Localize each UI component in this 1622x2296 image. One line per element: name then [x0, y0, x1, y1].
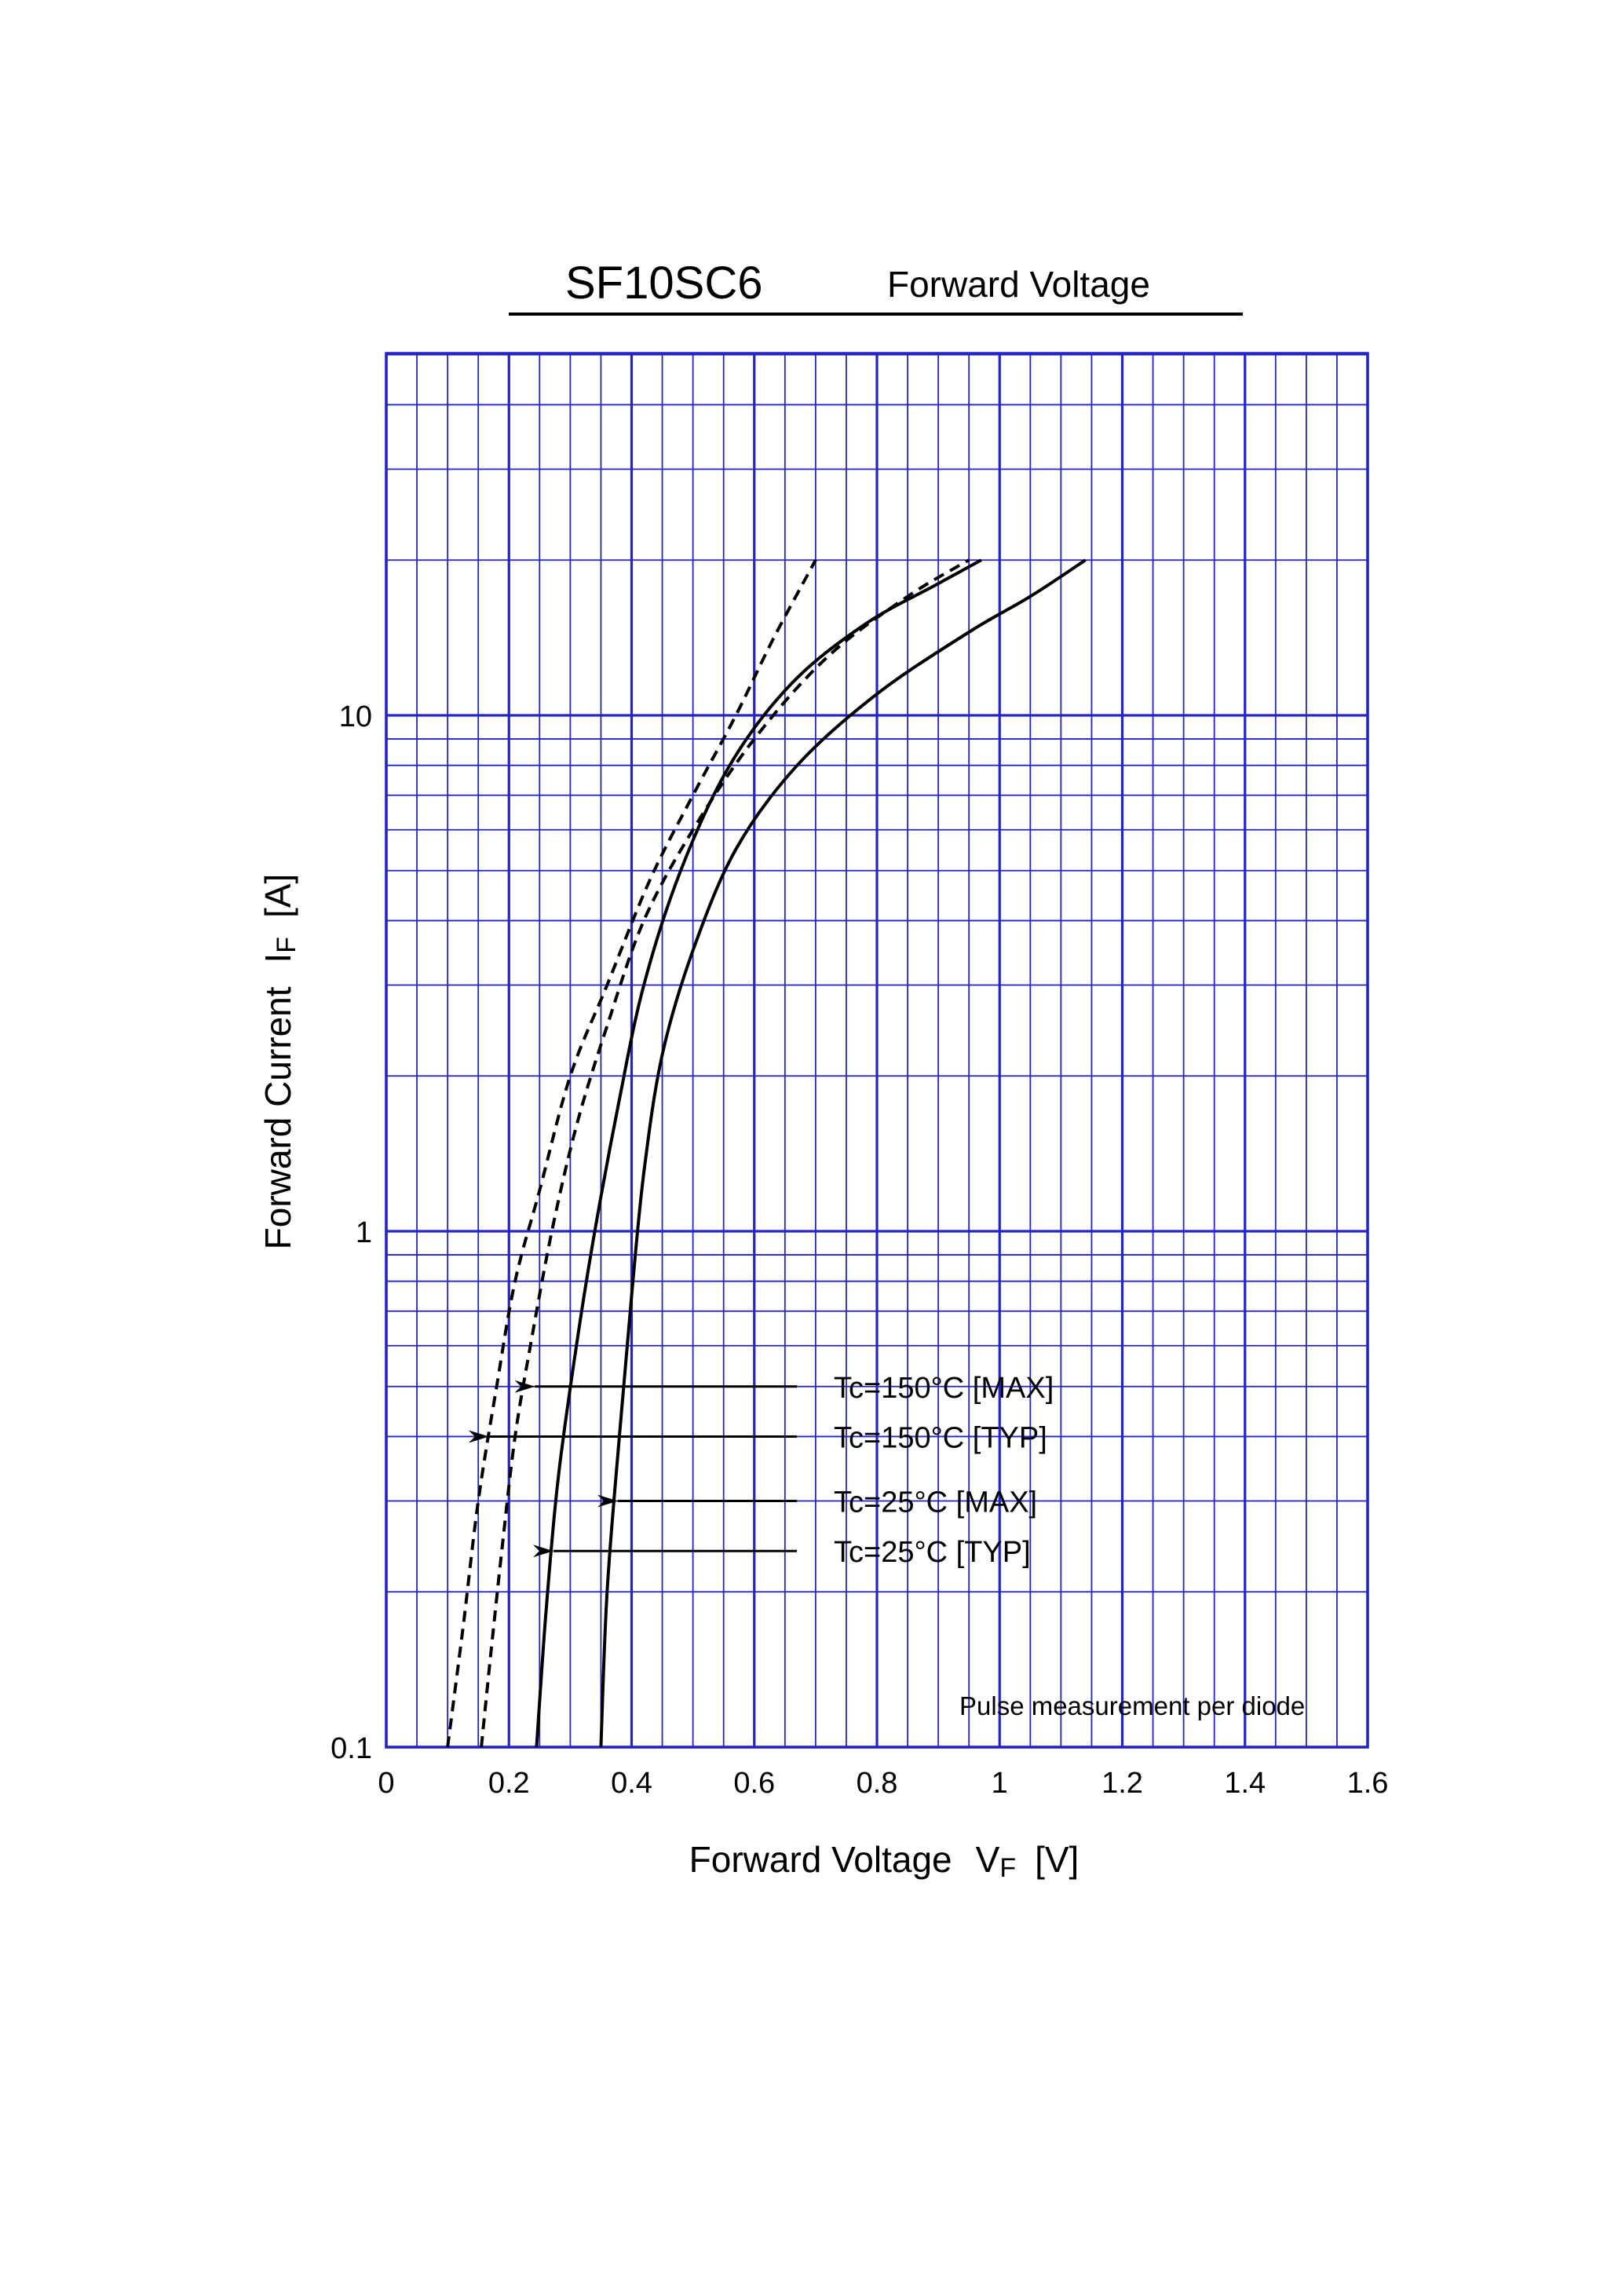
- x-tick-label: 0: [378, 1767, 394, 1800]
- y-axis-subscript: F: [272, 937, 301, 953]
- x-tick-label: 0.8: [857, 1767, 898, 1800]
- plot-border: [385, 352, 1369, 1749]
- series-line-tc-25-c-max: [599, 558, 1087, 1748]
- y-tick-label: 0.1: [331, 1732, 372, 1765]
- y-tick-label: 10: [339, 700, 372, 733]
- x-tick-label: 1.6: [1347, 1767, 1389, 1800]
- x-tick-label: 0.4: [611, 1767, 652, 1800]
- y-axis-label: Forward Current IF [A]: [258, 874, 301, 1250]
- y-axis-symbol: I: [258, 953, 298, 963]
- tick-labels: 0 0.2 0.4 0.6 0.8 1 1.2 1.4 1.6 0.1 1 10: [331, 700, 1388, 1800]
- y-tick-label: 1: [356, 1216, 372, 1249]
- x-axis-label-text: Forward Voltage: [689, 1839, 952, 1880]
- x-tick-label: 0.2: [488, 1767, 530, 1800]
- x-axis-symbol: V: [976, 1839, 1000, 1880]
- x-tick-label: 0.6: [733, 1767, 775, 1800]
- annotation-label: Tc=25°C [TYP]: [834, 1536, 1031, 1569]
- chart-subtitle: Forward Voltage: [887, 264, 1150, 305]
- chart-title: SF10SC6: [565, 258, 762, 309]
- series-line-tc-25-c-typ: [535, 558, 982, 1748]
- x-axis-subscript: F: [999, 1853, 1016, 1883]
- series-line-tc-150-c-max: [480, 558, 970, 1748]
- curves: [446, 558, 1087, 1748]
- grid: [385, 352, 1369, 1749]
- y-axis-label-text: Forward Current: [258, 986, 298, 1249]
- x-tick-label: 1.2: [1101, 1767, 1143, 1800]
- x-axis-unit: [V]: [1035, 1839, 1079, 1880]
- annotation-label: Tc=150°C [MAX]: [834, 1372, 1054, 1405]
- x-tick-label: 1: [992, 1767, 1008, 1800]
- annotation-label: Tc=25°C [MAX]: [834, 1486, 1037, 1519]
- annotation-label: Tc=150°C [TYP]: [834, 1421, 1047, 1454]
- y-axis-unit: [A]: [258, 874, 298, 918]
- x-tick-label: 1.4: [1224, 1767, 1266, 1800]
- pulse-note: Pulse measurement per diode: [959, 1691, 1305, 1720]
- annotations: Tc=150°C [MAX] Tc=150°C [TYP] Tc=25°C [MAX…: [468, 1372, 1054, 1569]
- x-axis-label: Forward Voltage VF [V]: [689, 1839, 1080, 1883]
- series-line-tc-150-c-typ: [446, 559, 817, 1748]
